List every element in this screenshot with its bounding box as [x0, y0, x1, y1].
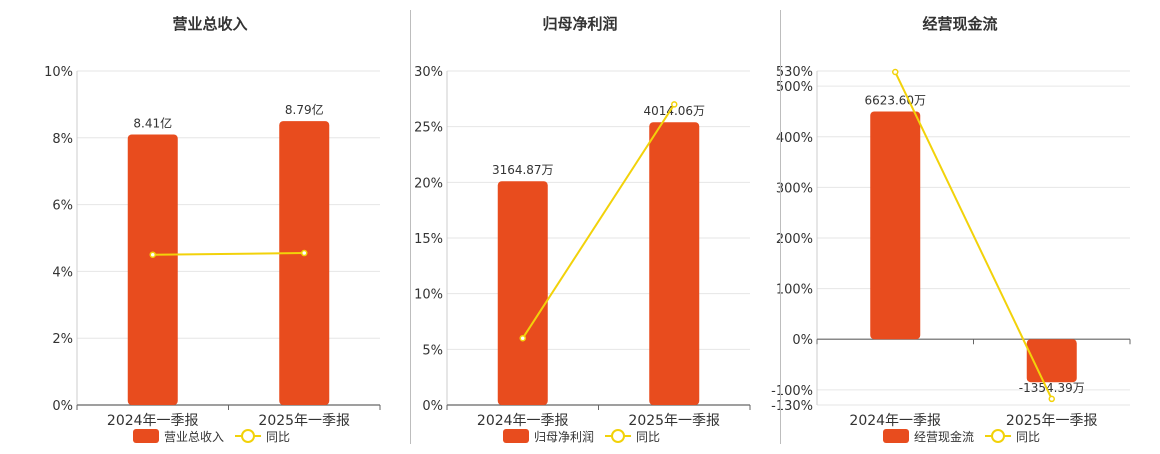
x-category-label: 2024年一季报 [107, 413, 199, 429]
yoy-point [519, 334, 526, 342]
bar-data-label: 6623.60万 [864, 93, 926, 107]
legend-line-marker [611, 429, 625, 443]
bar [497, 181, 548, 405]
bar [279, 121, 330, 405]
y-tick-label: -130% [771, 399, 813, 414]
legend-line-label: 同比 [636, 430, 660, 444]
legend-bar-swatch [883, 429, 909, 443]
yoy-point [301, 249, 308, 257]
y-tick-label: 10% [414, 288, 443, 303]
legend-line-marker [991, 429, 1005, 443]
y-tick-label: 20% [414, 176, 443, 191]
y-tick-label: 0% [52, 399, 73, 414]
y-tick-label: 15% [414, 232, 443, 247]
y-tick-label: 4% [52, 265, 73, 280]
y-tick-label: 25% [414, 121, 443, 136]
legend-bar-label: 经营现金流 [914, 429, 974, 444]
legend-bar-swatch [133, 429, 159, 443]
yoy-line [521, 103, 676, 339]
chart-title: 经营现金流 [922, 15, 997, 33]
y-tick-label: 0% [792, 333, 813, 348]
x-category-label: 2025年一季报 [1006, 413, 1098, 429]
y-tick-label: 400% [776, 131, 813, 146]
bar-data-label: 3164.87万 [492, 163, 554, 177]
y-tick-label: 100% [776, 283, 813, 298]
bar-data-label: 8.79亿 [285, 102, 324, 117]
bar [127, 134, 178, 405]
bar-data-label: -1354.39万 [1019, 381, 1085, 395]
yoy-line [894, 71, 1053, 400]
y-tick-label: 0% [422, 399, 443, 414]
y-tick-label: 8% [52, 132, 73, 147]
legend-line-marker [241, 429, 255, 443]
y-tick-label: 530% [776, 65, 813, 80]
x-category-label: 2025年一季报 [258, 413, 350, 429]
chart-title: 归母净利润 [542, 15, 617, 33]
yoy-point [149, 251, 156, 258]
x-category-label: 2024年一季报 [477, 413, 569, 429]
bar-data-label: 4014.06万 [643, 104, 705, 118]
y-tick-label: 300% [776, 181, 813, 196]
y-tick-label: 6% [52, 199, 73, 214]
bar-data-label: 8.41亿 [133, 115, 172, 130]
y-tick-label: 2% [52, 332, 73, 347]
panel-divider [410, 10, 411, 444]
legend-bar-label: 归母净利润 [534, 430, 594, 444]
y-tick-label: 200% [776, 232, 813, 247]
y-tick-label: 10% [44, 65, 73, 80]
y-tick-label: 500% [776, 80, 813, 95]
panel-divider [780, 10, 781, 444]
x-category-label: 2025年一季报 [628, 413, 720, 429]
yoy-line [152, 252, 305, 256]
legend-bar-swatch [503, 429, 529, 443]
y-tick-label: -100% [771, 384, 813, 399]
legend-line-label: 同比 [266, 430, 290, 444]
chart-title: 营业总收入 [172, 15, 247, 33]
yoy-point [1048, 395, 1055, 403]
bar [649, 122, 700, 406]
bar [870, 111, 921, 340]
yoy-point [892, 68, 899, 76]
y-tick-label: 30% [414, 65, 443, 80]
y-tick-label: 5% [422, 343, 443, 358]
yoy-point [671, 101, 678, 108]
legend-line-label: 同比 [1016, 430, 1040, 444]
x-category-label: 2024年一季报 [849, 413, 941, 429]
legend-bar-label: 营业总收入 [164, 430, 224, 444]
